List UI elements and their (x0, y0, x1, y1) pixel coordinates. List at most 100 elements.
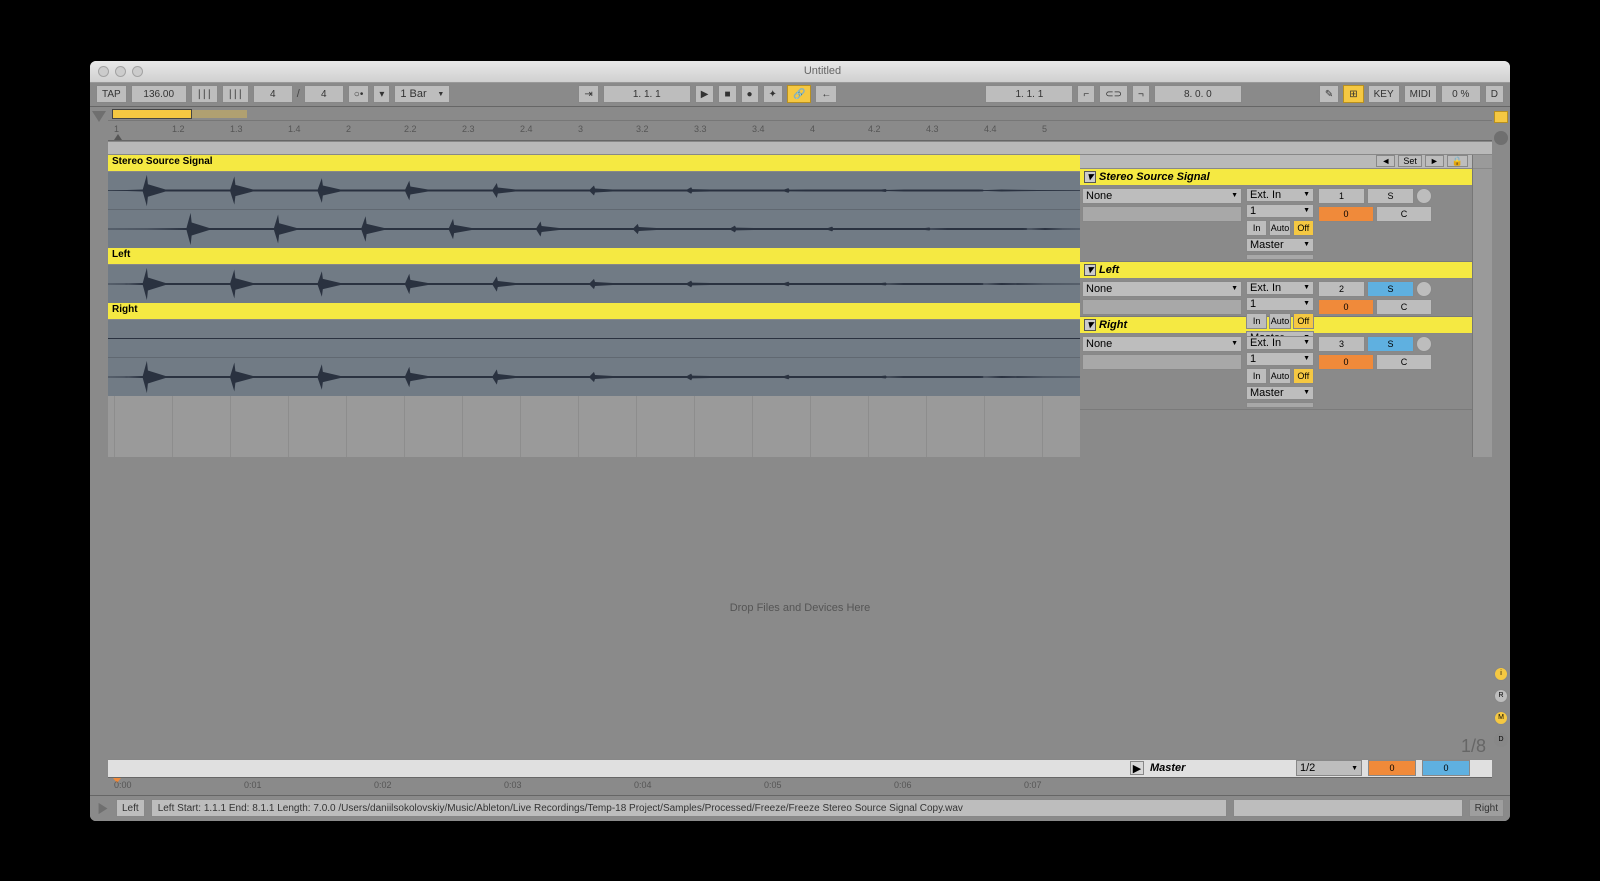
input-channel-box[interactable] (1082, 299, 1242, 315)
arm-button[interactable] (1416, 281, 1432, 297)
prev-locator-button[interactable]: ◄ (1376, 155, 1395, 167)
master-send-b[interactable]: 0 (1422, 760, 1470, 776)
drop-area[interactable]: Drop Files and Devices Here 1/8 (108, 457, 1492, 759)
punch-in-button[interactable]: ⌐ (1077, 85, 1095, 103)
input-type-select[interactable]: None (1082, 188, 1242, 204)
midi-map-button[interactable]: MIDI (1404, 85, 1437, 103)
metronome-menu[interactable]: ▾ (373, 85, 390, 103)
audio-from-select[interactable]: Ext. In (1246, 188, 1314, 202)
scrub-area[interactable] (108, 141, 1492, 155)
key-map-button[interactable]: KEY (1368, 85, 1400, 103)
overview-strip[interactable] (108, 107, 1492, 121)
arm-button[interactable] (1416, 336, 1432, 352)
loop-length-display[interactable]: 8. 0. 0 (1154, 85, 1242, 103)
cue-out-select[interactable]: 1/2 (1296, 760, 1362, 776)
loop-button[interactable]: ⊂⊃ (1099, 85, 1128, 103)
output-select[interactable]: Master (1246, 386, 1314, 400)
monitor-in-button[interactable]: In (1246, 313, 1267, 329)
audio-from-select[interactable]: Ext. In (1246, 281, 1314, 295)
delay-toggle[interactable]: D (1494, 733, 1508, 747)
sig-num[interactable]: 4 (253, 85, 293, 103)
solo-button[interactable]: S (1367, 336, 1414, 352)
disk-overload-button[interactable]: D (1485, 85, 1504, 103)
waveform-lane[interactable] (108, 210, 1080, 248)
waveform-lane[interactable] (108, 265, 1080, 303)
output-select[interactable]: Master (1246, 238, 1314, 252)
status-right-button[interactable]: Right (1469, 799, 1504, 817)
waveform-lane[interactable] (108, 358, 1080, 396)
play-button[interactable]: ▶ (695, 85, 715, 103)
solo-button[interactable]: S (1367, 281, 1414, 297)
browser-toggle-icon[interactable] (92, 111, 106, 122)
quantize-select[interactable]: 1 Bar▼ (394, 85, 450, 103)
input-type-select[interactable]: None (1082, 281, 1242, 297)
track-name[interactable]: Stereo Source Signal (1099, 171, 1210, 183)
monitor-auto-button[interactable]: Auto (1269, 220, 1290, 236)
track-number[interactable]: 1 (1318, 188, 1365, 204)
input-channel-box[interactable] (1082, 206, 1242, 222)
track-name[interactable]: Right (1099, 319, 1127, 331)
punch-out-button[interactable]: ¬ (1132, 85, 1150, 103)
zoom-dot[interactable] (132, 66, 143, 77)
input-ch-select[interactable]: 1 (1246, 352, 1314, 366)
back-to-arrangement-button[interactable]: ← (815, 85, 837, 103)
clip-title[interactable]: Right (108, 303, 1080, 320)
beat-ruler[interactable]: 11.21.31.422.22.32.433.23.33.444.24.34.4… (108, 121, 1492, 141)
arm-button[interactable] (1416, 188, 1432, 204)
arrangement-view-icon[interactable] (1494, 131, 1508, 145)
monitor-in-button[interactable]: In (1246, 220, 1267, 236)
input-ch-select[interactable]: 1 (1246, 297, 1314, 311)
session-view-toggle-button[interactable] (1494, 111, 1508, 123)
set-locator-button[interactable]: Set (1398, 155, 1422, 167)
send-value[interactable]: 0 (1318, 206, 1374, 222)
loop-start-display[interactable]: 1. 1. 1 (985, 85, 1073, 103)
monitor-off-button[interactable]: Off (1293, 313, 1314, 329)
master-fold-button[interactable]: ▶ (1130, 761, 1144, 775)
returns-toggle[interactable]: R (1494, 689, 1508, 703)
clip-title[interactable]: Stereo Source Signal (108, 155, 1080, 172)
waveform-lane[interactable] (108, 172, 1080, 210)
audio-from-select[interactable]: Ext. In (1246, 336, 1314, 350)
track-name[interactable]: Left (1099, 264, 1119, 276)
sig-den[interactable]: 4 (304, 85, 344, 103)
input-type-select[interactable]: None (1082, 336, 1242, 352)
pan-value[interactable]: C (1376, 354, 1432, 370)
master-send-a[interactable]: 0 (1368, 760, 1416, 776)
track-fold-button[interactable]: ▾ (1084, 319, 1096, 331)
track-number[interactable]: 2 (1318, 281, 1365, 297)
minimize-dot[interactable] (115, 66, 126, 77)
monitor-auto-button[interactable]: Auto (1269, 313, 1290, 329)
automation-arm-button[interactable]: 🔗 (787, 85, 811, 103)
track-fold-button[interactable]: ▾ (1084, 171, 1096, 183)
close-dot[interactable] (98, 66, 109, 77)
tempo-display[interactable]: 136.00 (131, 85, 187, 103)
track-fold-button[interactable]: ▾ (1084, 264, 1096, 276)
nudge-up[interactable]: ∣∣∣ (222, 85, 249, 103)
status-left-button[interactable]: Left (116, 799, 145, 817)
draw-mode-button[interactable]: ✎ (1319, 85, 1339, 103)
monitor-in-button[interactable]: In (1246, 368, 1267, 384)
computer-midi-button[interactable]: ⊞ (1343, 85, 1363, 103)
clip-lanes-area[interactable]: Stereo Source Signal Left Right (108, 155, 1080, 457)
monitor-off-button[interactable]: Off (1293, 220, 1314, 236)
position-display[interactable]: 1. 1. 1 (603, 85, 691, 103)
input-ch-select[interactable]: 1 (1246, 204, 1314, 218)
tap-button[interactable]: TAP (96, 85, 127, 103)
follow-button[interactable]: ⇥ (578, 85, 598, 103)
info-toggle-icon[interactable] (99, 802, 108, 813)
clip-title[interactable]: Left (108, 248, 1080, 265)
time-ruler[interactable]: 0:000:010:020:030:040:050:060:07 (108, 777, 1492, 795)
send-value[interactable]: 0 (1318, 354, 1374, 370)
overdub-button[interactable]: ✦ (763, 85, 783, 103)
solo-button[interactable]: S (1367, 188, 1414, 204)
lock-icon[interactable]: 🔒 (1447, 155, 1468, 167)
metronome-button[interactable]: ○• (348, 85, 370, 103)
next-locator-button[interactable]: ► (1425, 155, 1444, 167)
overview-visible-region[interactable] (112, 109, 192, 119)
io-section-toggle[interactable]: i (1494, 667, 1508, 681)
track-number[interactable]: 3 (1318, 336, 1365, 352)
record-button[interactable]: ● (741, 85, 759, 103)
waveform-lane[interactable] (108, 320, 1080, 358)
output-ch-box[interactable] (1246, 254, 1314, 260)
pan-value[interactable]: C (1376, 299, 1432, 315)
